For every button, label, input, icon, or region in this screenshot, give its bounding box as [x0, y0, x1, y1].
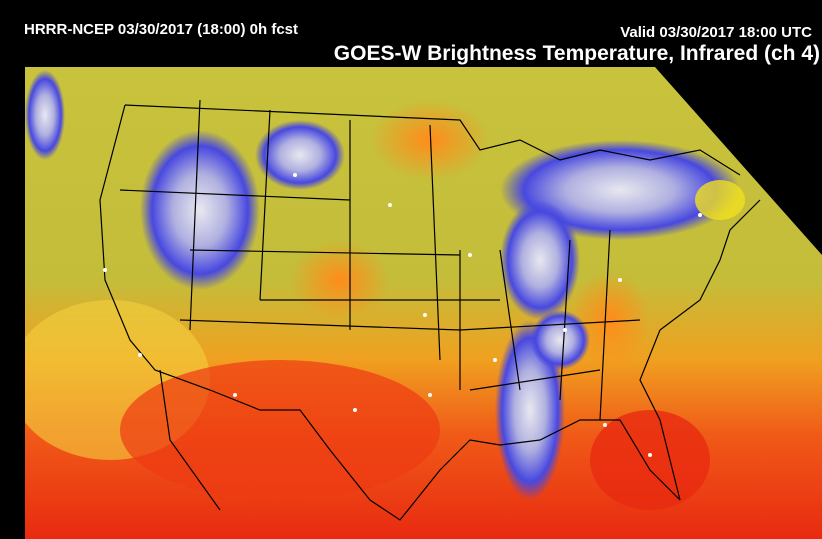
model-label: HRRR-NCEP 03/30/2017 (18:00) 0h fcst [24, 21, 298, 38]
borders [99, 99, 761, 521]
stations [103, 173, 702, 457]
image-title: GOES-W Brightness Temperature, Infrared … [334, 42, 820, 65]
satellite-image [25, 67, 822, 539]
valid-time: Valid 03/30/2017 18:00 UTC [620, 24, 812, 41]
